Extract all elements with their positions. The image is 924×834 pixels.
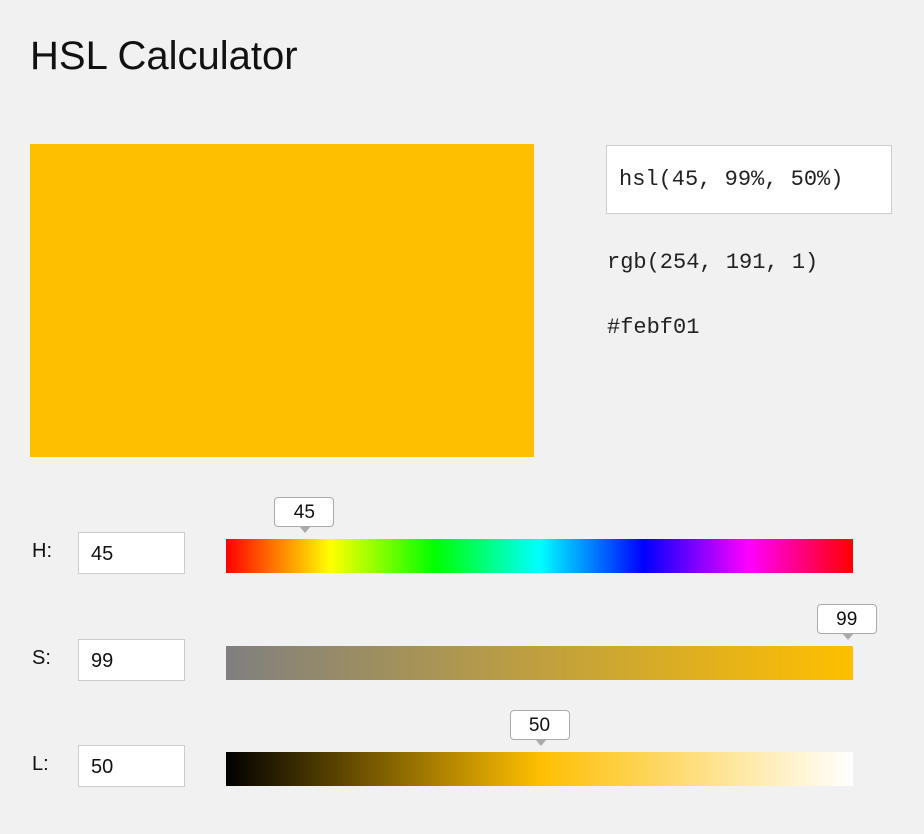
slider-track[interactable] [226,539,853,573]
color-swatch [30,144,534,457]
rgb-output: rgb(254, 191, 1) [607,250,819,275]
value-input[interactable]: 45 [78,532,185,574]
slider-tooltip: 99 [816,603,877,640]
value-input[interactable]: 99 [78,638,185,681]
slider-label: H: [32,540,52,562]
hex-output: #febf01 [607,315,700,340]
value-input[interactable]: 50 [78,745,185,787]
hsl-input[interactable]: hsl(45, 99%, 50%) [606,145,892,214]
slider-track[interactable] [226,645,853,680]
slider-track[interactable] [226,752,853,786]
slider-label: L: [32,753,49,775]
slider-tooltip: 45 [274,497,335,533]
slider-tooltip: 50 [509,710,570,746]
slider-label: S: [32,646,51,669]
page-title: HSL Calculator [30,34,298,78]
